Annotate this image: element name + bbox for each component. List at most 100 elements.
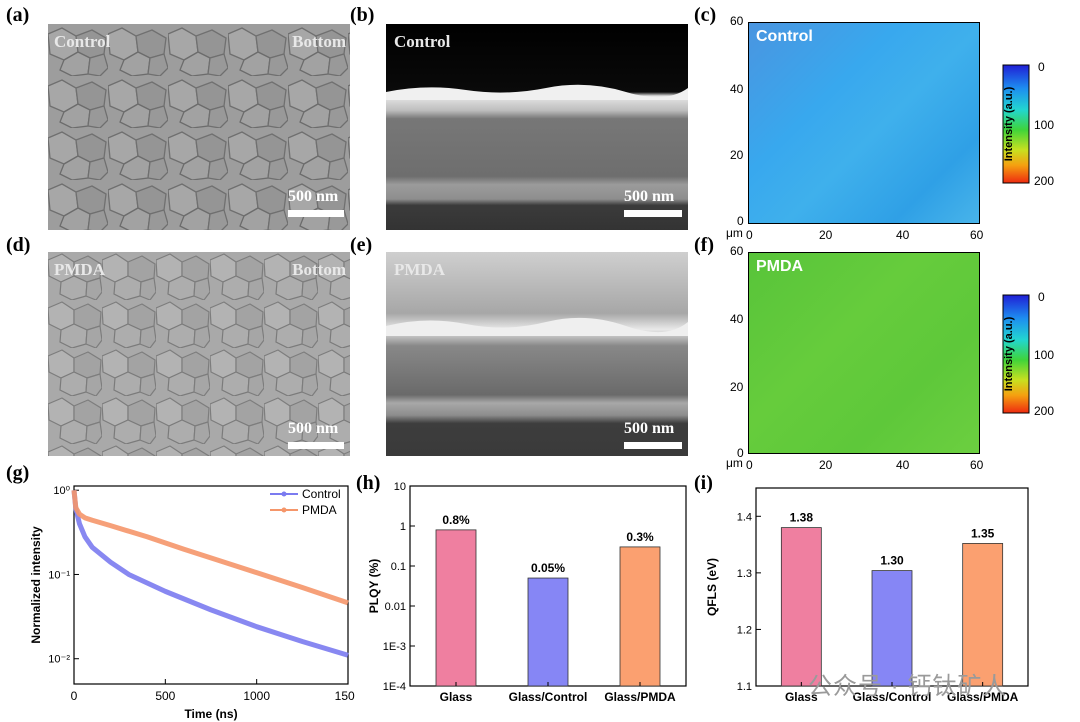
bar-value-label: 0.3%: [626, 530, 654, 544]
sem-label-pmda: PMDA: [54, 260, 105, 279]
scale-bar-label: 500 nm: [624, 188, 675, 205]
chart-h-plqy: 1E-4 1E-3 0.01 0.1 1 10 PLQY (%) 0.8% Glass 0.05%…: [367, 481, 687, 704]
x-tick-label: Glass/Control: [853, 690, 932, 704]
bar-glass-pmda: [619, 546, 661, 687]
x-tick-label: Glass/Control: [509, 690, 588, 704]
y-axis-label: PLQY (%): [367, 559, 381, 613]
colorbar-tick: 0: [1038, 60, 1045, 74]
colorbar-label: Intensity (a.u.): [1003, 86, 1015, 162]
y-tick-label: 0.1: [391, 561, 406, 573]
bar-value-label: 1.38: [790, 511, 814, 525]
colorbar-tick: 0: [1038, 290, 1045, 304]
colorbar-tick: 200: [1034, 174, 1055, 188]
scale-bar: [288, 210, 344, 217]
pl-intensity-map: [748, 252, 980, 454]
y-axis-label: Normalized intensity: [29, 526, 43, 644]
sem-label-pmda: PMDA: [394, 260, 445, 279]
watermark: 公众号 · 钙钛矿人: [808, 673, 1008, 700]
bar-value-label: 1.35: [971, 526, 995, 540]
legend-label: PMDA: [302, 503, 337, 517]
sem-label-bottom: Bottom: [292, 32, 346, 51]
x-tick-label: Glass/PMDA: [947, 690, 1019, 704]
sem-image-pmda-cross-section: PMDA 500 nm: [386, 252, 688, 456]
scale-bar: [288, 442, 344, 449]
x-tick-label: Glass: [440, 690, 473, 704]
y-tick-label: 1E-4: [383, 681, 406, 693]
sem-image-control-cross-section: Control 500 nm: [386, 24, 688, 230]
map-title: PMDA: [756, 258, 804, 275]
sem-image-control-bottom: Control Bottom 500 nm: [48, 24, 350, 230]
panel-label-d: (d): [6, 234, 31, 256]
sem-label-bottom: Bottom: [292, 260, 346, 279]
map-xtick: 60: [970, 458, 984, 472]
panel-label-f: (f): [694, 234, 714, 256]
map-unit: μm: [726, 226, 743, 240]
sem-image-pmda-bottom: PMDA Bottom 500 nm: [48, 252, 350, 456]
pl-intensity-map: [748, 22, 980, 224]
x-tick-label: 1500: [335, 689, 355, 703]
x-tick-label: 500: [155, 689, 175, 703]
map-ytick: 20: [730, 380, 744, 394]
legend-label: Control: [302, 487, 341, 501]
scale-bar-label: 500 nm: [288, 420, 339, 437]
bar-glass-pmda: [962, 543, 1004, 687]
scale-bar: [624, 442, 682, 449]
map-ytick: 20: [730, 148, 744, 162]
map-title: Control: [756, 28, 813, 45]
y-tick-label: 1E-3: [383, 641, 406, 653]
panel-label-a: (a): [6, 4, 30, 26]
map-xtick: 0: [746, 228, 753, 242]
bar-value-label: 1.30: [880, 554, 904, 568]
y-tick-label: 10: [394, 481, 406, 493]
legend-marker: [281, 507, 287, 513]
plot-frame: [73, 485, 349, 685]
y-tick-label: 1.4: [737, 511, 752, 523]
map-ytick: 40: [730, 312, 744, 326]
colorbar: [1002, 64, 1030, 184]
legend-marker: [281, 491, 287, 497]
colorbar-tick: 100: [1034, 348, 1055, 362]
y-tick-label: 10⁰: [53, 485, 70, 497]
x-tick-label: Glass: [785, 690, 818, 704]
y-axis-label: QFLS (eV): [705, 558, 719, 616]
y-tick-label: 1.1: [737, 681, 752, 693]
x-tick-label: 1000: [243, 689, 270, 703]
sem-label-control: Control: [54, 32, 111, 51]
panel-label-g: (g): [6, 462, 30, 484]
scale-bar-label: 500 nm: [624, 420, 675, 437]
chart-g-decay: 0 500 1000 1500 10⁻² 10⁻¹ 10⁰ Time (ns) Normaliz…: [29, 485, 355, 721]
colorbar: [1002, 294, 1030, 414]
scale-bar-label: 500 nm: [288, 188, 339, 205]
map-xtick: 20: [819, 228, 833, 242]
chart-i-qfls: 1.1 1.2 1.3 1.4 QFLS (eV) 1.38 Glass 1.30 Glass/…: [705, 487, 1029, 704]
pl-map-pmda: 60 40 20 0 PMDA μm 0 20 40 60 0 100 200 …: [706, 244, 1076, 474]
x-axis-label: Time (ns): [184, 707, 237, 721]
bar-glass-control: [527, 577, 569, 687]
map-unit: μm: [726, 456, 743, 470]
bar-glass: [780, 527, 822, 687]
y-tick-label: 10⁻²: [48, 654, 70, 666]
scale-bar: [624, 210, 682, 217]
panel-label-c: (c): [694, 4, 717, 26]
y-tick-label: 1.3: [737, 568, 752, 580]
colorbar-label: Intensity (a.u.): [1003, 316, 1015, 392]
panel-label-h: (h): [356, 472, 381, 494]
map-xtick: 40: [896, 228, 910, 242]
sem-label-control: Control: [394, 32, 451, 51]
series-line-control: [71, 489, 349, 658]
y-tick-label: 1.2: [737, 624, 752, 636]
map-xtick: 20: [819, 458, 833, 472]
map-ytick: 0: [737, 214, 744, 228]
y-tick-label: 1: [400, 521, 406, 533]
panel-label-i: (i): [694, 472, 713, 494]
colorbar-tick: 200: [1034, 404, 1055, 418]
map-ytick: 60: [730, 14, 744, 28]
panel-label-b: (b): [350, 4, 375, 26]
x-tick-label: 0: [71, 689, 78, 703]
colorbar-tick: 100: [1034, 118, 1055, 132]
panel-label-e: (e): [350, 234, 373, 256]
bar-glass: [435, 529, 477, 687]
pl-map-control: 60 40 20 0 Control μm 0 20 40 60 0 100 2…: [706, 14, 1076, 244]
x-tick-label: Glass/PMDA: [604, 690, 676, 704]
y-tick-label: 10⁻¹: [48, 569, 70, 581]
